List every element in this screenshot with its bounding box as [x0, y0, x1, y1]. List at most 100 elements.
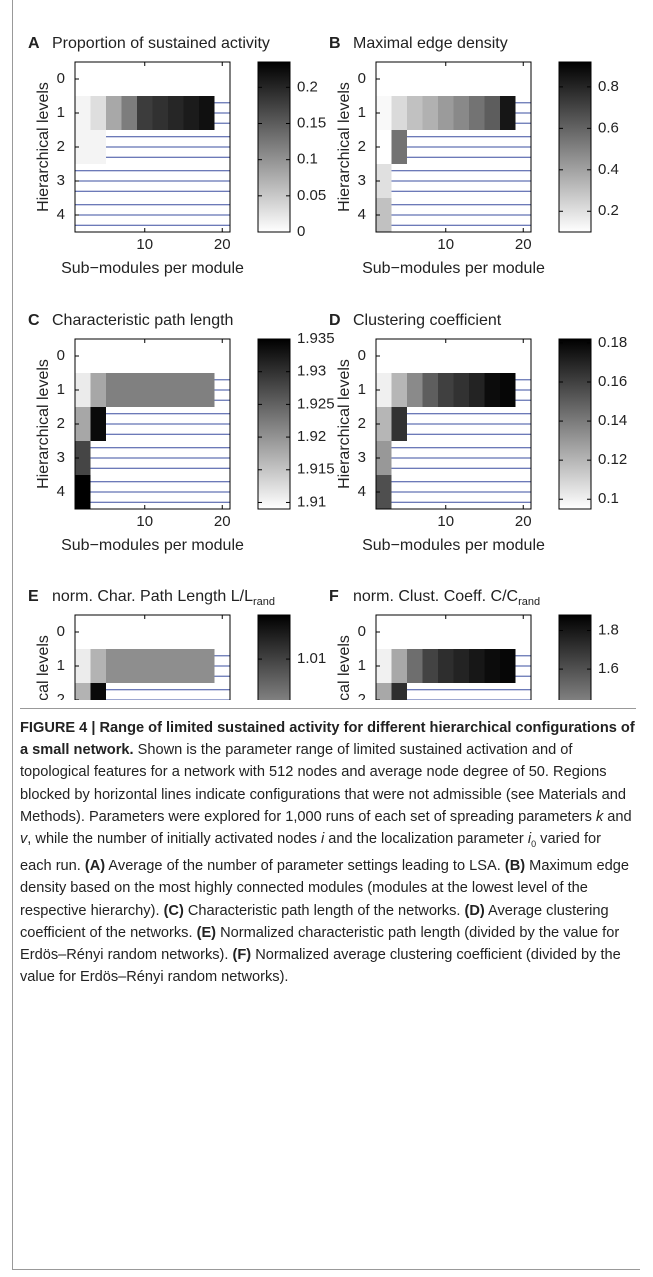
heatmap-cell — [453, 373, 469, 407]
panel-title-text: Maximal edge density — [353, 35, 508, 52]
colorbar-tick-label: 1.8 — [598, 621, 619, 638]
panel-title-sub: rand — [253, 596, 275, 608]
heatmap-cell — [199, 649, 215, 683]
heatmap-cell — [90, 62, 106, 96]
caption-text: Normalized average clustering coefficien… — [20, 946, 621, 986]
colorbar-tick-label: 0.2 — [598, 202, 619, 219]
caption-text: v — [20, 831, 28, 848]
panel-title-sub: rand — [518, 596, 540, 608]
heatmap-cell — [137, 62, 153, 96]
caption-text: Characteristic path length of the networ… — [183, 902, 465, 919]
colorbar-tick-label: 1.91 — [297, 493, 326, 510]
colorbar-tick-label: 0.6 — [598, 119, 619, 136]
heatmap-cell — [183, 373, 199, 407]
caption-text: (C) — [163, 902, 184, 919]
heatmap-cell — [484, 373, 500, 407]
colorbar-tick-label: 0 — [297, 223, 305, 240]
heatmap-cell — [407, 649, 423, 683]
caption-text: k — [595, 808, 604, 825]
caption-text: (E) — [196, 924, 217, 941]
colorbar-tick-label: 0.1 — [297, 151, 318, 168]
heatmap-cell — [75, 407, 91, 441]
y-tick-label: 4 — [358, 206, 366, 223]
caption-text: 0 — [531, 838, 537, 849]
heatmap-cell — [152, 96, 168, 130]
heatmap-cell — [453, 96, 469, 130]
y-tick-label: 2 — [57, 691, 65, 700]
panel-title-text: norm. Clust. Coeff. C/C — [353, 588, 518, 605]
x-tick-label: 20 — [515, 236, 532, 253]
panel-title: Proportion of sustained activity — [52, 35, 270, 52]
heatmap-cell — [106, 96, 122, 130]
heatmap-cell — [183, 96, 199, 130]
x-tick-label: 10 — [136, 236, 153, 253]
y-tick-label: 2 — [57, 138, 65, 155]
colorbar — [558, 61, 592, 233]
heatmap-cell — [152, 62, 168, 96]
x-axis-label: Sub−modules per module — [61, 260, 244, 277]
heatmap-cell — [137, 649, 153, 683]
heatmap-cell — [500, 373, 516, 407]
y-tick-label: 4 — [57, 206, 65, 223]
heatmap-cell — [199, 96, 215, 130]
caption: FIGURE 4 | Range of limited sustained ac… — [20, 708, 636, 988]
heatmap-cell — [121, 62, 137, 96]
panel-letter: C — [28, 312, 40, 329]
caption-text: Average of the number of parameter setti… — [105, 858, 505, 875]
heatmap-cell — [407, 96, 423, 130]
heatmap-cell — [391, 683, 407, 700]
colorbar-tick-label: 0.18 — [598, 334, 627, 351]
colorbar-tick-label: 1.915 — [297, 461, 335, 478]
colorbar-tick-label: 1.6 — [598, 660, 619, 677]
heatmap-cell — [168, 373, 184, 407]
heatmap-cell — [75, 475, 91, 509]
y-axis-label: Hierarchical levels — [35, 359, 52, 489]
heatmap-cell — [106, 62, 122, 96]
y-tick-label: 0 — [358, 623, 366, 640]
panel-title-text: Proportion of sustained activity — [52, 35, 270, 52]
colorbar-tick-label: 0.12 — [598, 451, 627, 468]
panel-letter: D — [329, 312, 341, 329]
heatmap-cell — [75, 62, 91, 96]
x-tick-label: 20 — [515, 513, 532, 530]
y-tick-label: 3 — [57, 449, 65, 466]
panel-letter: E — [28, 588, 39, 605]
colorbar-tick-label: 1.93 — [297, 363, 326, 380]
colorbar — [558, 614, 592, 700]
colorbar-tick-label: 0.16 — [598, 373, 627, 390]
x-tick-label: 20 — [214, 236, 231, 253]
heatmap-cell — [376, 96, 392, 130]
heatmap-cell — [469, 96, 485, 130]
heatmap-cell — [469, 649, 485, 683]
caption-text: (D) — [464, 902, 485, 919]
x-axis-label: Sub−modules per module — [362, 537, 545, 554]
y-tick-label: 0 — [57, 347, 65, 364]
caption-text: and the localization parameter — [324, 831, 528, 848]
panel-title-text: Characteristic path length — [52, 312, 233, 329]
y-tick-label: 0 — [358, 347, 366, 364]
heatmap-cell — [376, 130, 392, 164]
caption-text: Average clustering coefficient of the ne… — [20, 902, 609, 941]
panel-letter: F — [329, 588, 339, 605]
colorbar-tick-label: 0.4 — [598, 161, 619, 178]
y-tick-label: 1 — [57, 657, 65, 674]
y-tick-label: 1 — [358, 104, 366, 121]
heatmap-cell — [199, 373, 215, 407]
figure-frame — [12, 0, 640, 1270]
heatmap-cell — [90, 130, 106, 164]
heatmap-cell — [75, 649, 91, 683]
heatmap-cell — [469, 373, 485, 407]
y-tick-label: 2 — [57, 415, 65, 432]
colorbar — [257, 614, 291, 700]
colorbar-tick-label: 1.935 — [297, 330, 335, 347]
y-axis-label: Hierarchical levels — [336, 635, 353, 700]
caption-text: and — [603, 808, 632, 825]
plot-frame — [74, 614, 231, 700]
y-tick-label: 1 — [57, 381, 65, 398]
x-tick-label: 10 — [136, 513, 153, 530]
panel-title-text: Clustering coefficient — [353, 312, 502, 329]
colorbar-tick-label: 0.2 — [297, 78, 318, 95]
heatmap-cell — [137, 96, 153, 130]
caption-text: (B) — [504, 858, 526, 875]
